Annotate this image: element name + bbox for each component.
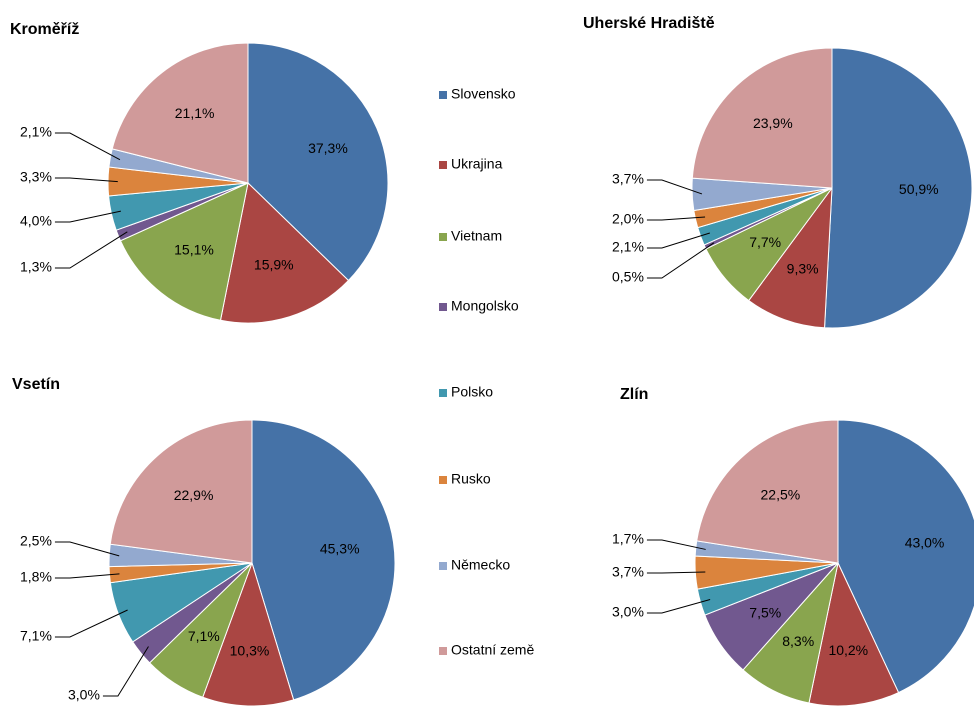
data-label: 1,7% — [612, 531, 644, 547]
legend-swatch — [439, 562, 447, 570]
data-label: 3,3% — [20, 169, 52, 185]
chart-title: Vsetín — [12, 376, 60, 393]
pie-slice — [219, 182, 350, 324]
pie-slice — [111, 42, 249, 184]
legend-swatch — [439, 233, 447, 241]
leader-line — [646, 242, 715, 279]
leader-line — [646, 232, 710, 249]
leader-line — [646, 179, 703, 195]
data-label: 2,5% — [20, 533, 52, 549]
data-label: 22,5% — [761, 486, 801, 502]
data-label: 4,0% — [20, 213, 52, 229]
chart-title: Uherské Hradiště — [583, 15, 715, 32]
data-label: 7,1% — [188, 628, 220, 644]
data-label: 10,2% — [828, 642, 868, 658]
data-label: 15,9% — [254, 257, 294, 273]
data-label: 8,3% — [782, 633, 814, 649]
leader-line — [54, 541, 120, 557]
data-label: 37,3% — [308, 140, 348, 156]
leader-line — [54, 177, 118, 183]
legend-label: Polsko — [451, 384, 493, 400]
legend-swatch — [439, 476, 447, 484]
data-label: 2,1% — [612, 239, 644, 255]
data-label: 9,3% — [787, 260, 819, 276]
data-label: 10,3% — [230, 642, 270, 658]
leader-line — [54, 132, 121, 161]
pie-slice — [748, 186, 833, 329]
pie-slice — [696, 419, 839, 564]
leader-line — [54, 573, 120, 579]
legend-label: Vietnam — [451, 228, 502, 244]
chart-title: Kroměříž — [10, 21, 79, 38]
data-label: 0,5% — [612, 269, 644, 285]
data-label: 22,9% — [174, 487, 214, 503]
data-label: 3,7% — [612, 564, 644, 580]
chart-title: Zlín — [620, 386, 648, 403]
data-label: 43,0% — [905, 534, 945, 550]
pie-slice — [837, 419, 974, 694]
data-label: 45,3% — [320, 541, 360, 557]
data-label: 3,0% — [612, 604, 644, 620]
leader-line — [646, 216, 706, 221]
legend-swatch — [439, 647, 447, 655]
legend-swatch — [439, 91, 447, 99]
data-label: 3,0% — [68, 687, 100, 703]
pie-slice — [824, 47, 973, 329]
data-label: 2,0% — [612, 211, 644, 227]
leader-line — [54, 609, 128, 638]
data-label: 1,8% — [20, 569, 52, 585]
pie-slice — [109, 419, 253, 564]
leader-line — [54, 231, 128, 269]
legend-label: Rusko — [451, 471, 491, 487]
pie-slice — [119, 182, 249, 321]
pie-slice — [251, 419, 396, 701]
leader-line — [54, 210, 121, 223]
data-label: 1,3% — [20, 259, 52, 275]
data-label: 7,5% — [749, 604, 781, 620]
legend-swatch — [439, 389, 447, 397]
leader-line — [646, 599, 711, 614]
legend-label: Německo — [451, 557, 510, 573]
legend-swatch — [439, 303, 447, 311]
leader-line — [646, 539, 706, 550]
pie-slice — [202, 561, 295, 707]
data-label: 21,1% — [175, 105, 215, 121]
data-label: 2,1% — [20, 124, 52, 140]
legend-label: Ostatní země — [451, 642, 534, 658]
data-label: 3,7% — [612, 171, 644, 187]
pie-slice — [691, 47, 833, 189]
data-label: 7,1% — [20, 628, 52, 644]
data-label: 50,9% — [899, 181, 939, 197]
leader-line — [646, 571, 706, 574]
legend-label: Mongolsko — [451, 298, 519, 314]
data-label: 7,7% — [749, 234, 781, 250]
pie-slice — [247, 42, 389, 282]
data-label: 23,9% — [753, 115, 793, 131]
leader-line — [102, 646, 149, 697]
data-label: 15,1% — [174, 242, 214, 258]
pie-slice — [808, 561, 900, 707]
legend-label: Slovensko — [451, 86, 516, 102]
legend-label: Ukrajina — [451, 156, 503, 172]
legend-swatch — [439, 161, 447, 169]
